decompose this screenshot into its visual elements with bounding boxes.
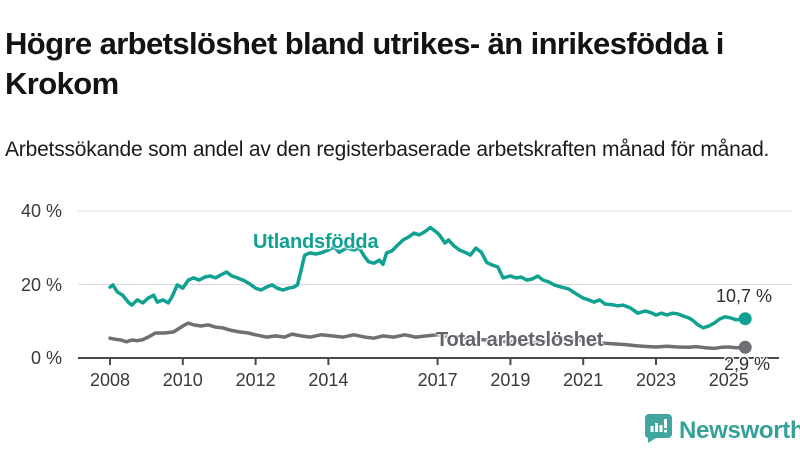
- end-value-utlandsfodda: 10,7 %: [716, 286, 773, 306]
- x-tick-label: 2014: [308, 370, 349, 390]
- y-tick-label: 20 %: [20, 274, 62, 295]
- series-line-1: [108, 321, 747, 351]
- series-end-dot-1: [738, 340, 752, 354]
- chart-subtitle: Arbetssökande som andel av den registerb…: [5, 138, 770, 161]
- newsworthy-bubble-chart-icon: [644, 413, 673, 448]
- newsworthy-logo[interactable]: Newsworthy: [644, 413, 800, 448]
- y-tick-label: 0 %: [30, 348, 62, 368]
- x-tick-label: 2019: [490, 370, 531, 390]
- series-label-utlandsfodda: Utlandsfödda: [253, 231, 379, 253]
- x-tick-label: 2025: [708, 370, 749, 390]
- newsworthy-logo-text: Newsworthy: [679, 416, 800, 444]
- x-tick-label: 2023: [635, 370, 677, 390]
- series-line-0: [108, 225, 747, 330]
- series-end-dot-0: [738, 312, 752, 326]
- end-value-total: 2,9 %: [723, 354, 770, 374]
- series-label-total: Total arbetslöshet: [436, 329, 604, 351]
- x-tick-label: 2012: [235, 370, 276, 390]
- y-tick-label: 40 %: [20, 201, 62, 221]
- x-tick-label: 2010: [162, 370, 203, 390]
- x-tick-label: 2021: [563, 370, 604, 390]
- page-title: Högre arbetslöshet bland utrikes- än inr…: [5, 25, 724, 101]
- x-tick-label: 2017: [417, 370, 458, 390]
- x-tick-label: 2008: [89, 370, 131, 390]
